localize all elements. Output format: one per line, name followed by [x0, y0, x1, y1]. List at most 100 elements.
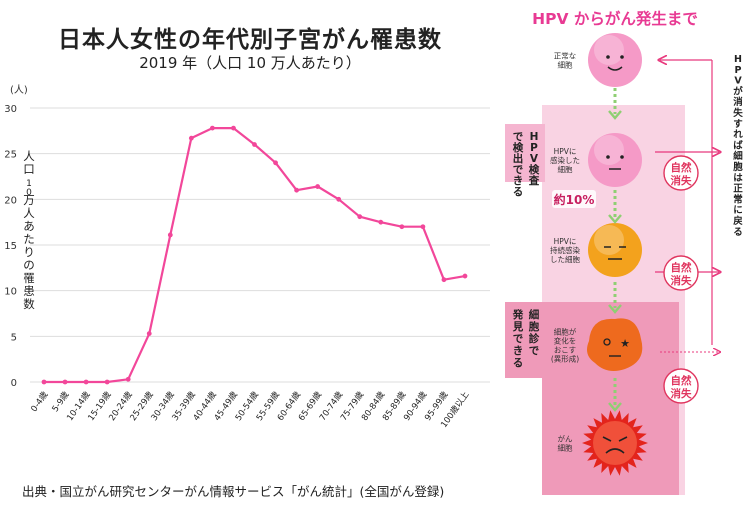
data-point-30-34歳 [167, 232, 173, 238]
stage-label: 正常な [554, 52, 577, 61]
vertical-char: V [530, 153, 539, 165]
data-point-85-89歳 [399, 224, 405, 230]
vertical-char: 戻 [732, 215, 743, 227]
svg-text:消失: 消失 [671, 387, 692, 400]
data-point-80-84歳 [378, 219, 384, 225]
data-point-50-54歳 [252, 142, 257, 147]
vertical-char: H [530, 131, 539, 143]
chart-subtitle: 2019 年（人口 10 万人あたり） [139, 54, 361, 72]
x-tick-label: 5-9歳 [50, 389, 72, 414]
vertical-char: 胞 [528, 320, 540, 333]
vertical-char: る [513, 357, 524, 369]
y-axis-label-char: た [23, 232, 35, 246]
stage-label: 細胞 [558, 60, 573, 70]
y-axis-label-char: 人 [23, 149, 35, 163]
data-point-75-79歳 [357, 214, 363, 220]
series-line [44, 127, 466, 384]
vertical-char: き [513, 345, 524, 357]
data-point-0-4歳 [41, 379, 47, 385]
y-axis-label-char: 万 [23, 193, 35, 207]
vertical-char: 診 [529, 332, 540, 345]
grid-layer [30, 107, 490, 383]
y-axis-label-char: 1 [26, 179, 32, 189]
cell-stages: 正常な細胞HPVに感染した細胞HPVに持続感染した細胞★細胞が変化をおこす(異形… [550, 33, 648, 476]
vertical-char: V [734, 76, 742, 87]
data-point-25-29歳 [146, 331, 152, 336]
data-point-55-59歳 [273, 160, 278, 166]
vertical-char: 正 [733, 184, 743, 195]
vertical-char: す [733, 119, 743, 130]
vertical-char: で [529, 345, 540, 357]
vertical-char: き [513, 175, 524, 187]
chart-title: 日本人女性の年代別子宮がん罹患数 [58, 27, 442, 53]
stage-arrow-icon [608, 190, 622, 224]
vertical-char: 消 [733, 96, 743, 108]
stage-label: した細胞 [550, 254, 580, 264]
stage-label: 持続感染 [550, 245, 580, 255]
data-point-45-49歳 [231, 125, 236, 131]
vertical-char: 検 [513, 141, 524, 154]
svg-text:自然: 自然 [671, 161, 692, 174]
chart-panel: 日本人女性の年代別子宮がん罹患数 2019 年（人口 10 万人あたり） 0 5 1… [4, 27, 490, 499]
data-point-100歳以上 [462, 273, 468, 279]
stage-label: 細胞 [558, 164, 573, 174]
stage-label: (異形成) [551, 354, 579, 364]
svg-text:消失: 消失 [671, 174, 692, 187]
stage-label: 感染した [550, 155, 580, 165]
stage-label: HPVに [554, 147, 577, 156]
y-axis-label-char: 患 [23, 284, 35, 298]
y-tick-labels: 0 5 10 15 20 25 30 [4, 104, 17, 389]
y-axis-label-char: り [23, 245, 35, 259]
y-tick-label: 0 [11, 378, 17, 389]
hpv-detect-tab [505, 124, 545, 182]
vertical-char: 出 [513, 152, 524, 165]
stage-label: 変化を [554, 336, 577, 346]
vertical-char: る [513, 186, 524, 198]
vertical-char: 細 [733, 150, 743, 162]
y-axis-label-char: 0 [26, 188, 32, 198]
vertical-char: P [530, 142, 538, 154]
vertical-char: H [734, 54, 742, 65]
series-points [41, 125, 468, 385]
x-tick-label: 0-4歳 [29, 389, 51, 414]
data-point-5-9歳 [62, 379, 68, 385]
stage-label: HPVに [554, 237, 577, 246]
diagram-title: HPV からがん発生まで [532, 9, 698, 28]
vertical-char: ば [733, 139, 743, 151]
vertical-char: が [733, 85, 743, 97]
vertical-char: 常 [733, 193, 743, 205]
vertical-char: 胞 [732, 161, 743, 173]
data-point-35-39歳 [188, 135, 194, 141]
percent-label: 約10% [554, 192, 595, 207]
vertical-char: で [513, 131, 524, 143]
stage-label: 細胞 [558, 443, 573, 453]
data-point-10-14歳 [83, 379, 89, 385]
vertical-char: る [733, 227, 743, 238]
vertical-char: 失 [733, 107, 743, 119]
y-axis-label-char: 人 [23, 206, 35, 220]
svg-text:★: ★ [620, 337, 630, 350]
vertical-char: で [513, 164, 524, 176]
data-point-40-44歳 [210, 125, 215, 131]
vertical-char: 査 [528, 174, 540, 187]
data-point-60-64歳 [294, 187, 299, 193]
data-point-65-69歳 [315, 184, 321, 189]
y-axis-label-char: 口 [23, 162, 35, 176]
data-point-90-94歳 [420, 224, 426, 230]
y-tick-label: 10 [4, 287, 17, 298]
svg-text:自然: 自然 [671, 261, 692, 274]
